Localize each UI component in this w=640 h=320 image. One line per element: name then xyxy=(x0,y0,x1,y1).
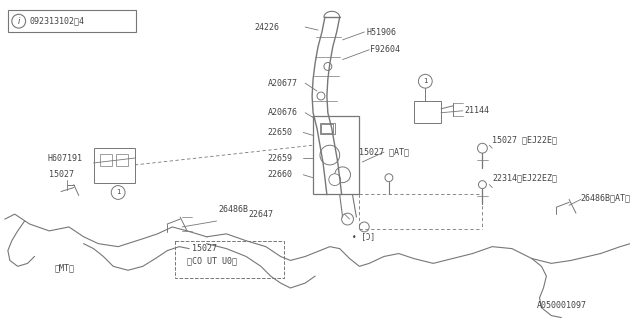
Text: H607191: H607191 xyxy=(47,154,83,163)
Bar xyxy=(100,154,112,166)
Text: i: i xyxy=(17,17,20,26)
Text: 21144: 21144 xyxy=(465,106,490,115)
Text: 〈CO UT U0〉: 〈CO UT U0〉 xyxy=(187,256,237,265)
Text: 092313102ツ4: 092313102ツ4 xyxy=(29,17,84,26)
Text: 22314〈EJ22EZ〉: 22314〈EJ22EZ〉 xyxy=(492,173,557,182)
Text: 15027: 15027 xyxy=(49,170,74,179)
Circle shape xyxy=(324,62,332,70)
Circle shape xyxy=(359,222,369,232)
Text: 26486B〈AT〉: 26486B〈AT〉 xyxy=(581,193,631,202)
Text: 24226: 24226 xyxy=(254,23,279,32)
Circle shape xyxy=(317,92,325,100)
Circle shape xyxy=(419,74,432,88)
Text: 15027 〈EJ22E〉: 15027 〈EJ22E〉 xyxy=(492,136,557,145)
Text: 22660: 22660 xyxy=(268,170,292,179)
Bar xyxy=(93,148,135,183)
Text: 15027 〈AT〉: 15027 〈AT〉 xyxy=(359,148,410,156)
Bar xyxy=(175,241,284,278)
Circle shape xyxy=(320,145,340,165)
Circle shape xyxy=(111,186,125,199)
Bar xyxy=(313,116,359,195)
Text: 22650: 22650 xyxy=(268,128,292,137)
Bar xyxy=(8,10,136,32)
Circle shape xyxy=(477,143,487,153)
Text: 15027: 15027 xyxy=(192,244,217,253)
Bar xyxy=(413,101,441,123)
Text: 22647: 22647 xyxy=(248,210,273,219)
Text: 1: 1 xyxy=(116,189,120,196)
Text: • [Ɔ]: • [Ɔ] xyxy=(353,232,376,241)
Text: A20676: A20676 xyxy=(268,108,298,117)
Text: 1: 1 xyxy=(423,78,428,84)
Circle shape xyxy=(329,174,340,186)
Text: 〈MT〉: 〈MT〉 xyxy=(54,264,74,273)
Text: 26486B: 26486B xyxy=(219,205,248,214)
Bar xyxy=(116,154,128,166)
Text: F92604: F92604 xyxy=(370,45,400,54)
Text: A050001097: A050001097 xyxy=(536,301,587,310)
Circle shape xyxy=(335,167,351,183)
Circle shape xyxy=(342,213,353,225)
Circle shape xyxy=(385,174,393,182)
Bar xyxy=(321,124,333,133)
Text: 22659: 22659 xyxy=(268,154,292,163)
Circle shape xyxy=(479,181,486,188)
Text: A20677: A20677 xyxy=(268,79,298,88)
Circle shape xyxy=(12,14,26,28)
Text: H51906: H51906 xyxy=(366,28,396,36)
Bar xyxy=(320,123,335,134)
